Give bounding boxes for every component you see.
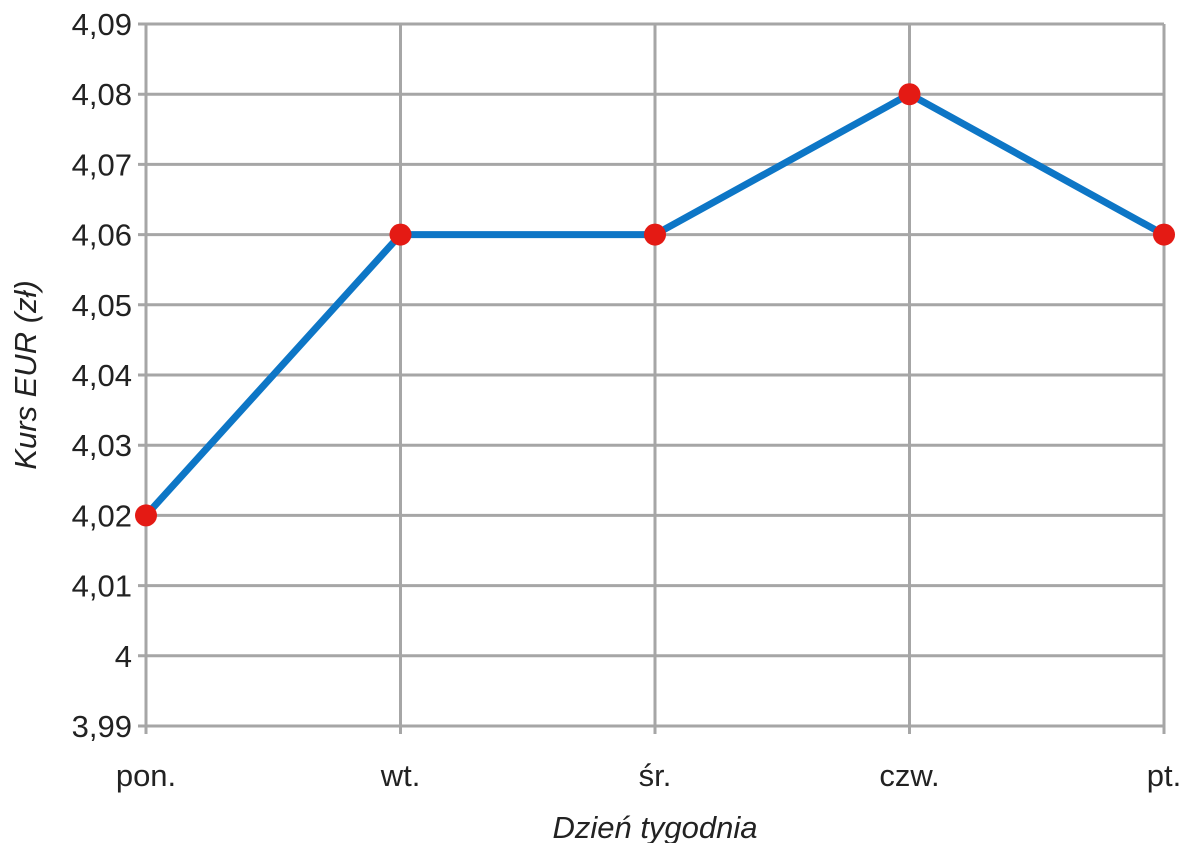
y-tick-label: 4,07 [72, 147, 132, 182]
data-point [644, 223, 666, 246]
grid [138, 22, 1166, 734]
y-tick-label: 4,01 [72, 569, 132, 604]
y-tick-label: 4,06 [72, 218, 132, 253]
x-tick-label: pt. [1147, 758, 1181, 793]
y-tick-label: 3,99 [72, 709, 132, 744]
x-axis-tick-labels: pon. wt. śr. czw. pt. [116, 758, 1181, 793]
y-tick-label: 4,08 [72, 77, 132, 112]
data-point [135, 504, 157, 527]
x-axis-title: Dzień tygodnia [552, 810, 757, 843]
y-tick-label: 4,02 [72, 498, 132, 533]
x-tick-label: śr. [639, 758, 672, 793]
y-tick-label: 4,03 [72, 428, 132, 463]
y-tick-label: 4,04 [72, 358, 132, 393]
y-tick-label: 4 [115, 639, 132, 674]
y-tick-label: 4,05 [72, 288, 132, 323]
y-axis-title: Kurs EUR (zł) [8, 280, 43, 469]
data-point [898, 83, 921, 106]
data-point [389, 223, 412, 246]
y-tick-label: 4,09 [72, 7, 132, 42]
series-layer [135, 83, 1175, 527]
x-tick-label: czw. [879, 758, 939, 793]
y-axis-tick-labels: 3,99 4 4,01 4,02 4,03 4,04 4,05 4,06 4,07 4,08 4,0… [72, 7, 132, 744]
data-point [1153, 223, 1175, 246]
x-tick-label: pon. [116, 758, 176, 793]
x-tick-label: wt. [380, 758, 421, 793]
